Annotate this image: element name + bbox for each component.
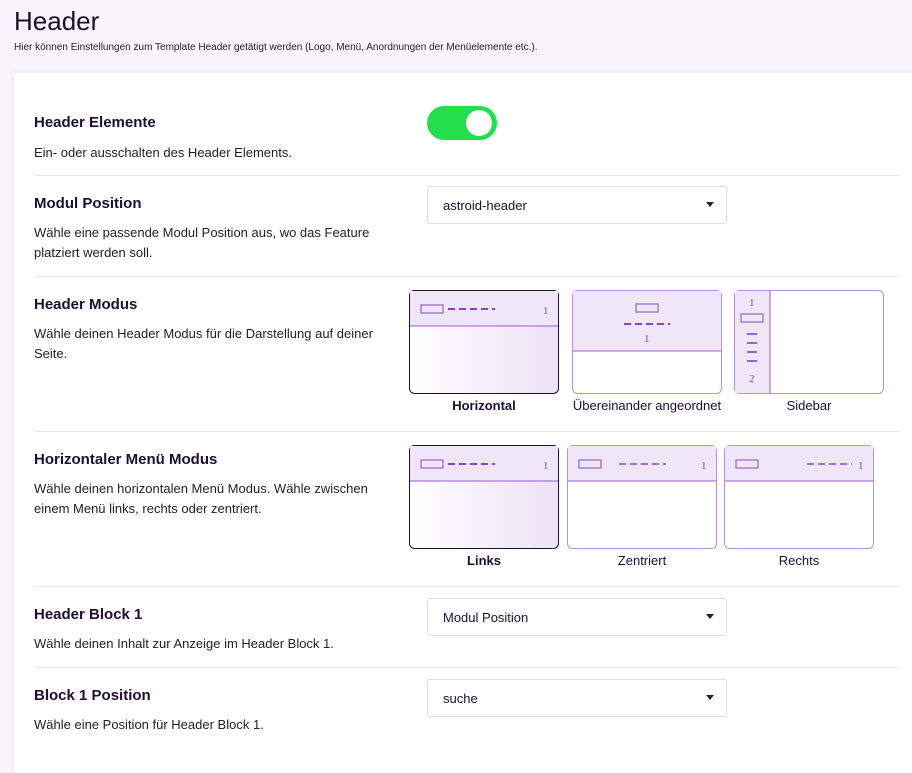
horizontal-layout-icon: 1 (409, 290, 559, 394)
setting-description: Wähle deinen Inhalt zur Anzeige im Heade… (34, 636, 334, 651)
menu-mode-center[interactable]: 1 Zentriert (567, 445, 717, 568)
setting-title: Block 1 Position (34, 687, 151, 704)
select-value: astroid-header (443, 198, 527, 213)
setting-title: Header Elemente (34, 114, 156, 131)
menu-left-icon: 1 (409, 445, 559, 549)
block-number: 1 (749, 297, 755, 309)
block-number: 2 (749, 373, 755, 385)
menu-center-icon: 1 (567, 445, 717, 549)
setting-description: Wähle deinen Header Modus für die Darste… (34, 326, 373, 361)
setting-header-mode: Header Modus Wähle deinen Header Modus f… (34, 277, 900, 432)
option-label: Zentriert (617, 553, 667, 568)
block-1-position-select[interactable]: suche (427, 679, 727, 717)
option-label: Übereinander angeordnet (572, 398, 722, 413)
select-value: Modul Position (443, 610, 529, 625)
select-value: suche (443, 691, 478, 706)
sidebar-layout-icon: 12 (734, 290, 884, 394)
block-number: 1 (858, 460, 864, 472)
block-number: 1 (701, 460, 707, 472)
menu-mode-left[interactable]: 1 Links (409, 445, 559, 568)
setting-description: Ein- oder ausschalten des Header Element… (34, 145, 292, 160)
chevron-down-icon (706, 695, 714, 700)
block-number: 1 (543, 305, 549, 317)
menu-mode-right[interactable]: 1 Rechts (724, 445, 874, 568)
setting-description: Wähle eine passende Modul Position aus, … (34, 225, 370, 260)
setting-block-1-position: Block 1 Position Wähle eine Position für… (34, 668, 900, 758)
chevron-down-icon (706, 614, 714, 619)
page-title: Header (14, 6, 100, 36)
toggle-knob (466, 110, 492, 136)
setting-menu-mode: Horizontaler Menü Modus Wähle deinen hor… (34, 432, 900, 587)
header-mode-stacked[interactable]: 1 Übereinander angeordnet (572, 290, 722, 413)
setting-header-elements: Header Elemente Ein- oder ausschalten de… (34, 73, 900, 176)
settings-card: Header Elemente Ein- oder ausschalten de… (14, 73, 912, 773)
setting-title: Modul Position (34, 195, 142, 212)
chevron-down-icon (706, 202, 714, 207)
stacked-layout-icon: 1 (572, 290, 722, 394)
setting-title: Header Modus (34, 296, 138, 313)
setting-header-block-1: Header Block 1 Wähle deinen Inhalt zur A… (34, 587, 900, 668)
menu-right-icon: 1 (724, 445, 874, 549)
option-label: Horizontal (452, 398, 516, 413)
header-mode-horizontal[interactable]: 1 Horizontal (409, 290, 559, 413)
page-subtitle: Hier können Einstellungen zum Template H… (14, 42, 538, 53)
block-number: 1 (644, 333, 650, 345)
setting-title: Header Block 1 (34, 606, 143, 623)
module-position-select[interactable]: astroid-header (427, 186, 727, 224)
option-label: Links (467, 553, 501, 568)
block-number: 1 (543, 460, 549, 472)
header-elements-toggle[interactable] (427, 106, 497, 140)
option-label: Sidebar (786, 398, 832, 413)
setting-module-position: Modul Position Wähle eine passende Modul… (34, 176, 900, 277)
setting-description: Wähle eine Position für Header Block 1. (34, 717, 264, 732)
header-block-1-select[interactable]: Modul Position (427, 598, 727, 636)
option-label: Rechts (778, 553, 820, 568)
setting-description: Wähle deinen horizontalen Menü Modus. Wä… (34, 481, 368, 516)
setting-title: Horizontaler Menü Modus (34, 451, 218, 468)
